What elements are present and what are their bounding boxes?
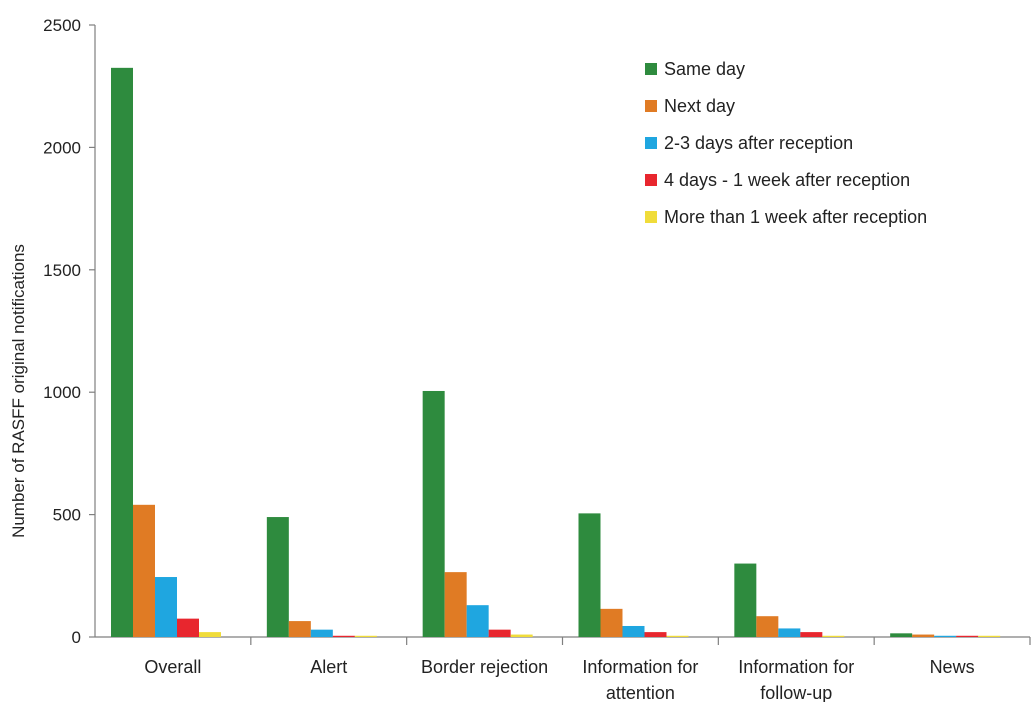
legend-swatch	[645, 63, 657, 75]
bar-4-days-1-week-after-reception	[177, 619, 199, 637]
bar-next-day	[445, 572, 467, 637]
bar-2-3-days-after-reception	[311, 630, 333, 637]
legend-label: Same day	[664, 59, 745, 79]
bar-same-day	[267, 517, 289, 637]
legend-label: More than 1 week after reception	[664, 207, 927, 227]
bar-next-day	[133, 505, 155, 637]
bar-more-than-1-week-after-reception	[355, 636, 377, 637]
bar-more-than-1-week-after-reception	[667, 636, 689, 637]
y-tick-label: 500	[53, 506, 81, 525]
bar-4-days-1-week-after-reception	[645, 632, 667, 637]
bar-same-day	[579, 513, 601, 637]
bar-more-than-1-week-after-reception	[199, 632, 221, 637]
x-tick-label: follow-up	[760, 683, 832, 702]
x-tick-label: Alert	[310, 657, 347, 677]
x-tick-label: Border rejection	[421, 657, 548, 677]
bar-next-day	[756, 616, 778, 637]
bar-more-than-1-week-after-reception	[511, 635, 533, 637]
bar-same-day	[890, 633, 912, 637]
bar-2-3-days-after-reception	[778, 628, 800, 637]
x-tick-label: attention	[606, 683, 675, 702]
bar-next-day	[289, 621, 311, 637]
legend-label: Next day	[664, 96, 735, 116]
legend-label: 4 days - 1 week after reception	[664, 170, 910, 190]
y-tick-label: 2000	[43, 138, 81, 157]
x-tick-label: Overall	[144, 657, 201, 677]
legend-label: 2-3 days after reception	[664, 133, 853, 153]
legend-swatch	[645, 137, 657, 149]
bar-next-day	[912, 635, 934, 637]
legend-swatch	[645, 211, 657, 223]
bar-more-than-1-week-after-reception	[978, 636, 1000, 637]
bar-4-days-1-week-after-reception	[489, 630, 511, 637]
bar-same-day	[423, 391, 445, 637]
bar-4-days-1-week-after-reception	[800, 632, 822, 637]
bar-same-day	[734, 564, 756, 637]
bar-2-3-days-after-reception	[623, 626, 645, 637]
bar-same-day	[111, 68, 133, 637]
bar-2-3-days-after-reception	[467, 605, 489, 637]
x-tick-label: Information for	[582, 657, 698, 677]
bar-next-day	[601, 609, 623, 637]
y-tick-label: 1000	[43, 383, 81, 402]
y-tick-label: 0	[72, 628, 81, 647]
bar-4-days-1-week-after-reception	[333, 636, 355, 637]
bar-2-3-days-after-reception	[155, 577, 177, 637]
bar-2-3-days-after-reception	[934, 636, 956, 637]
bar-more-than-1-week-after-reception	[822, 636, 844, 637]
bar-4-days-1-week-after-reception	[956, 636, 978, 637]
x-tick-label: News	[930, 657, 975, 677]
y-axis-label: Number of RASFF original notifications	[9, 244, 28, 538]
legend-swatch	[645, 100, 657, 112]
legend-swatch	[645, 174, 657, 186]
legend: Same day Next day 2-3 days after reception…	[645, 59, 927, 227]
y-tick-label: 2500	[43, 16, 81, 35]
x-tick-label: Information for	[738, 657, 854, 677]
bars	[111, 68, 1000, 637]
y-tick-label: 1500	[43, 261, 81, 280]
